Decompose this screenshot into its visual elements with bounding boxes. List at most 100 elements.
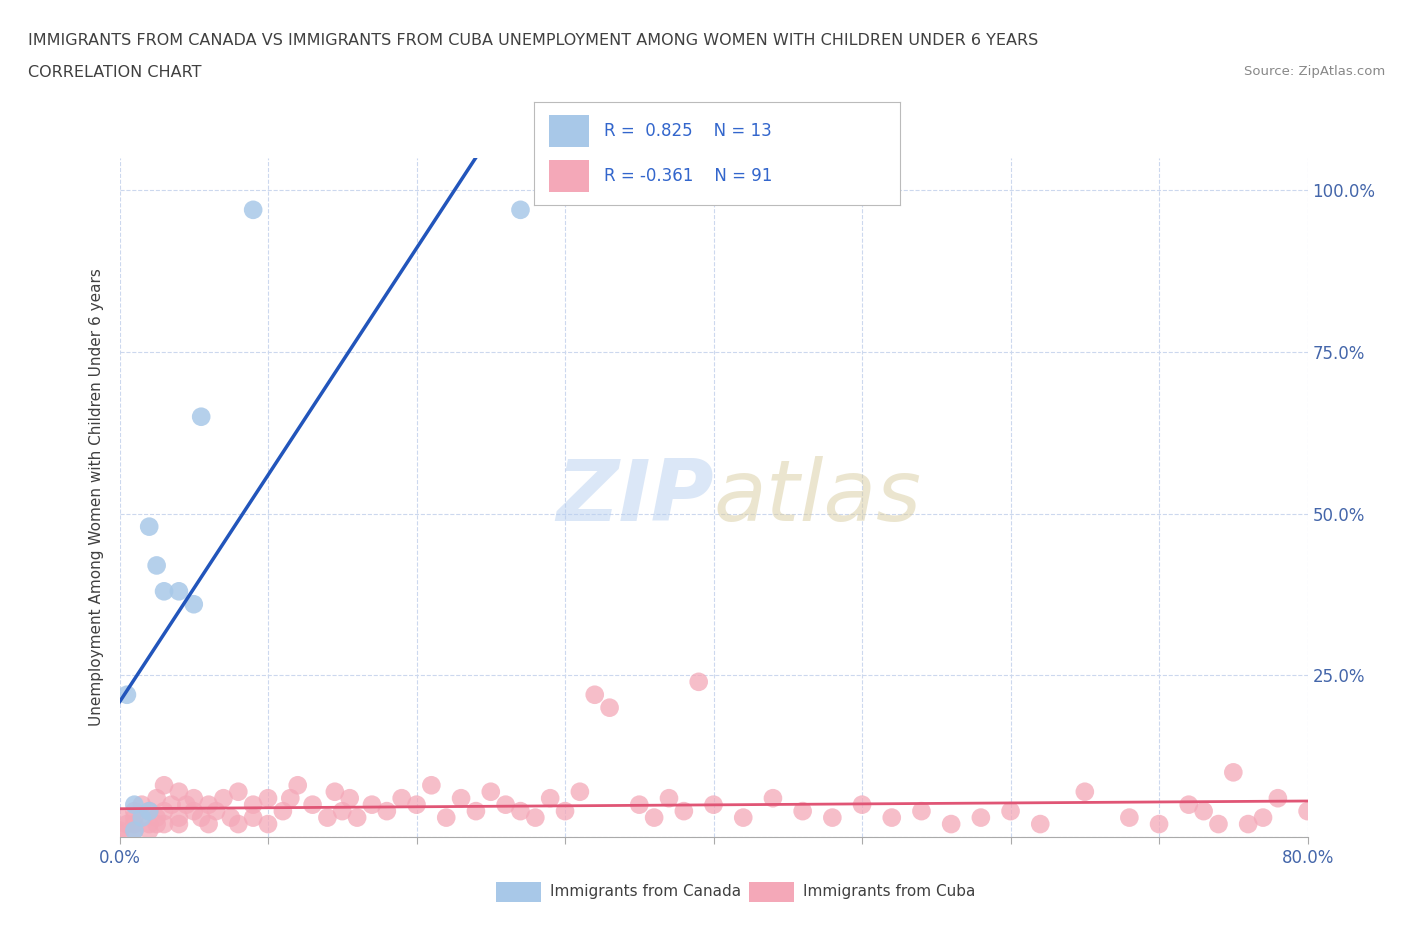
Point bbox=[672, 804, 695, 818]
Point bbox=[733, 810, 755, 825]
Point bbox=[509, 804, 531, 818]
Point bbox=[115, 817, 138, 831]
Point bbox=[197, 817, 219, 831]
Text: atlas: atlas bbox=[713, 456, 921, 539]
Text: Source: ZipAtlas.com: Source: ZipAtlas.com bbox=[1244, 65, 1385, 78]
Point bbox=[599, 700, 621, 715]
Point bbox=[278, 790, 301, 805]
Point bbox=[1147, 817, 1170, 831]
Point bbox=[688, 674, 710, 689]
Point bbox=[167, 784, 190, 799]
Point bbox=[124, 810, 146, 825]
Point bbox=[108, 810, 131, 825]
Point bbox=[339, 790, 361, 805]
Point bbox=[821, 810, 844, 825]
Point bbox=[1296, 804, 1319, 818]
Point bbox=[257, 817, 280, 831]
Point bbox=[583, 687, 606, 702]
Point bbox=[702, 797, 725, 812]
Point bbox=[138, 804, 160, 818]
Point bbox=[405, 797, 427, 812]
Point bbox=[301, 797, 323, 812]
Text: R =  0.825    N = 13: R = 0.825 N = 13 bbox=[603, 122, 772, 140]
FancyBboxPatch shape bbox=[548, 114, 589, 147]
Point bbox=[1029, 817, 1052, 831]
Point bbox=[257, 790, 280, 805]
Point bbox=[190, 409, 212, 424]
Point bbox=[658, 790, 681, 805]
Point bbox=[190, 810, 212, 825]
Point bbox=[509, 203, 531, 218]
Point bbox=[108, 827, 131, 842]
Point bbox=[183, 804, 205, 818]
Point bbox=[628, 797, 651, 812]
Point bbox=[391, 790, 413, 805]
Point bbox=[138, 804, 160, 818]
Point bbox=[1208, 817, 1230, 831]
Point bbox=[176, 797, 198, 812]
Point bbox=[138, 823, 160, 838]
Point bbox=[115, 687, 138, 702]
Point bbox=[160, 797, 183, 812]
Point bbox=[212, 790, 235, 805]
Point bbox=[1118, 810, 1140, 825]
Point bbox=[124, 804, 146, 818]
Text: ZIP: ZIP bbox=[555, 456, 713, 539]
Point bbox=[420, 777, 443, 792]
Point bbox=[145, 790, 167, 805]
Point bbox=[242, 797, 264, 812]
Point bbox=[1267, 790, 1289, 805]
Point bbox=[434, 810, 457, 825]
Point bbox=[643, 810, 665, 825]
Text: IMMIGRANTS FROM CANADA VS IMMIGRANTS FROM CUBA UNEMPLOYMENT AMONG WOMEN WITH CHI: IMMIGRANTS FROM CANADA VS IMMIGRANTS FRO… bbox=[28, 33, 1039, 47]
Point bbox=[910, 804, 932, 818]
Point bbox=[131, 797, 153, 812]
Point bbox=[145, 810, 167, 825]
Point bbox=[183, 597, 205, 612]
Point bbox=[205, 804, 228, 818]
Point bbox=[1074, 784, 1097, 799]
Point bbox=[108, 823, 131, 838]
Text: R = -0.361    N = 91: R = -0.361 N = 91 bbox=[603, 167, 772, 185]
Point bbox=[153, 777, 176, 792]
Point bbox=[939, 817, 962, 831]
Point bbox=[479, 784, 502, 799]
Y-axis label: Unemployment Among Women with Children Under 6 years: Unemployment Among Women with Children U… bbox=[89, 269, 104, 726]
Point bbox=[361, 797, 384, 812]
Point bbox=[762, 790, 785, 805]
Point bbox=[316, 810, 339, 825]
Point bbox=[1222, 764, 1244, 779]
Point bbox=[183, 790, 205, 805]
Text: Immigrants from Cuba: Immigrants from Cuba bbox=[803, 884, 976, 899]
Point bbox=[568, 784, 591, 799]
Point bbox=[1178, 797, 1201, 812]
Point bbox=[145, 817, 167, 831]
Point bbox=[271, 804, 294, 818]
Point bbox=[538, 790, 561, 805]
Point bbox=[138, 519, 160, 534]
Point bbox=[1000, 804, 1022, 818]
Point bbox=[323, 784, 346, 799]
Point bbox=[124, 817, 146, 831]
Point bbox=[450, 790, 472, 805]
Point bbox=[124, 823, 146, 838]
Text: CORRELATION CHART: CORRELATION CHART bbox=[28, 65, 201, 80]
Point bbox=[1192, 804, 1215, 818]
Point bbox=[851, 797, 873, 812]
Point bbox=[167, 810, 190, 825]
Point bbox=[167, 584, 190, 599]
Point bbox=[464, 804, 486, 818]
Point bbox=[153, 584, 176, 599]
Point bbox=[330, 804, 353, 818]
Point bbox=[153, 804, 176, 818]
Point bbox=[524, 810, 547, 825]
Point bbox=[970, 810, 993, 825]
Point bbox=[375, 804, 398, 818]
Point bbox=[495, 797, 517, 812]
Point bbox=[219, 810, 242, 825]
Point bbox=[197, 797, 219, 812]
Point bbox=[153, 817, 176, 831]
Point bbox=[124, 797, 146, 812]
Point bbox=[1251, 810, 1274, 825]
Point bbox=[145, 558, 167, 573]
